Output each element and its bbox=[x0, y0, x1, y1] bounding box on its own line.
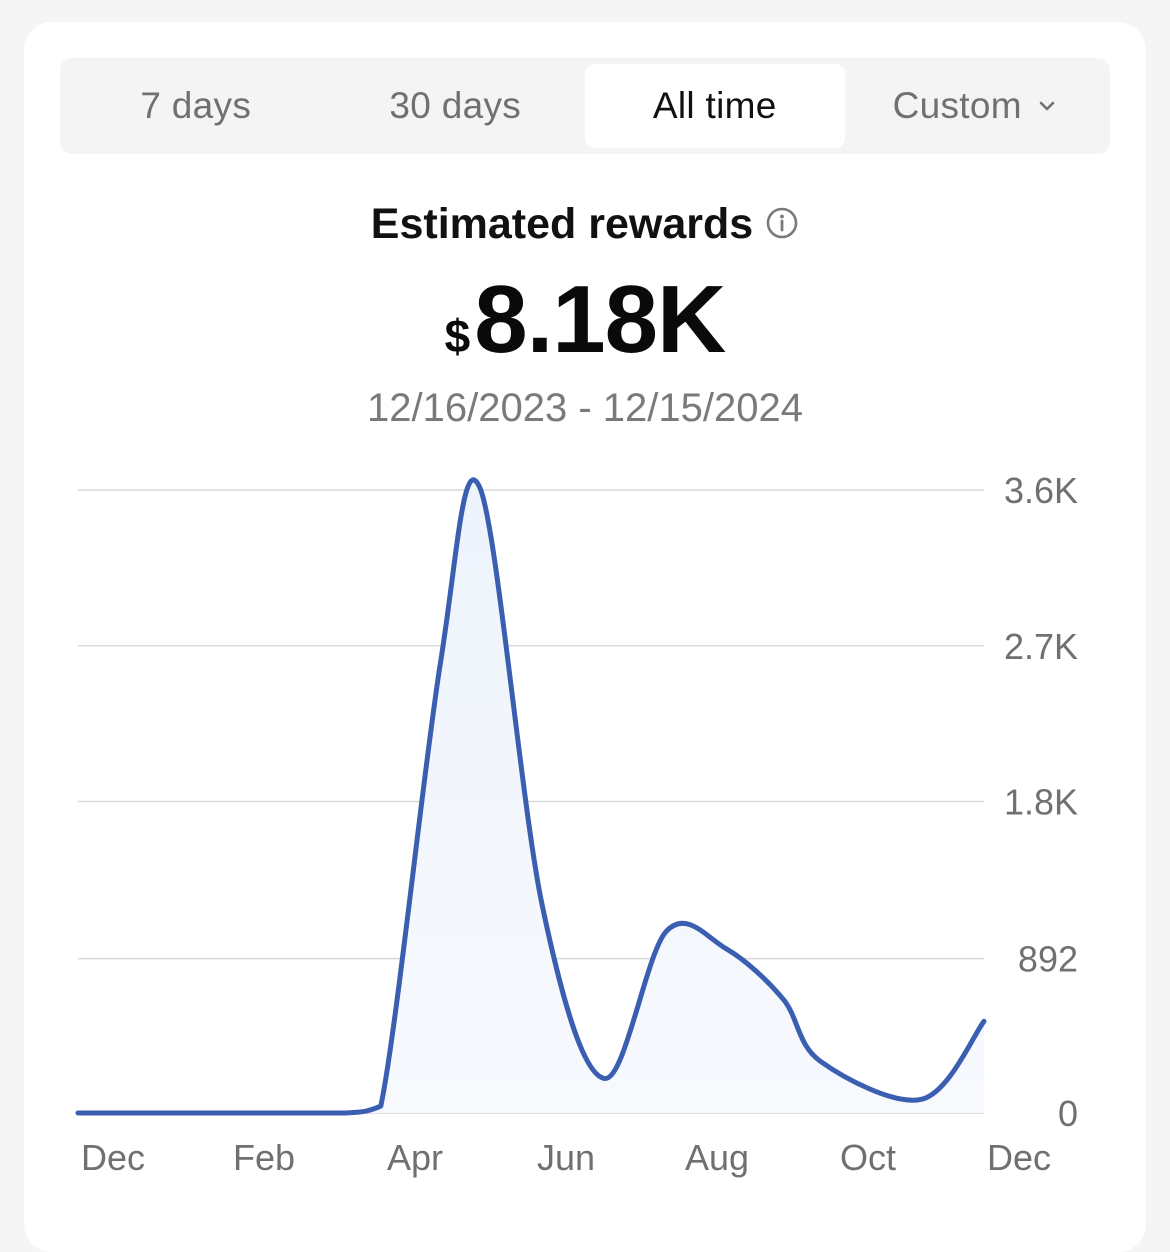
x-tick-label: Apr bbox=[387, 1137, 443, 1178]
x-tick-label: Jun bbox=[537, 1137, 595, 1178]
tab-custom[interactable]: Custom bbox=[845, 64, 1105, 148]
x-tick-label: Oct bbox=[840, 1137, 896, 1178]
date-range: 12/16/2023 - 12/15/2024 bbox=[367, 386, 803, 430]
y-tick-label: 3.6K bbox=[1004, 470, 1078, 511]
chevron-down-icon bbox=[1039, 101, 1055, 111]
x-tick-label: Feb bbox=[233, 1137, 295, 1178]
area-fill bbox=[78, 479, 984, 1113]
chart-area-layer bbox=[75, 477, 987, 1116]
x-tick-label: Dec bbox=[81, 1137, 145, 1178]
series-line bbox=[75, 477, 987, 1116]
y-tick-label: 0 bbox=[1058, 1093, 1078, 1134]
amount-value: 8.18K bbox=[474, 266, 726, 373]
info-icon[interactable] bbox=[765, 206, 799, 240]
summary-title: Estimated rewards bbox=[24, 200, 1146, 249]
y-axis-tick-labels: 0 892 1.8K 2.7K 3.6K bbox=[1004, 470, 1078, 1134]
y-tick-label: 2.7K bbox=[1004, 626, 1078, 667]
tab-all-time[interactable]: All time bbox=[585, 64, 845, 148]
tab-7-days[interactable]: 7 days bbox=[140, 85, 252, 126]
x-axis-tick-labels: Dec Feb Apr Jun Aug Oct Dec bbox=[81, 1137, 1051, 1178]
y-tick-label: 1.8K bbox=[1004, 782, 1078, 823]
tab-30-days[interactable]: 30 days bbox=[389, 85, 522, 126]
time-range-tabs: 7 days 30 days All time Custom bbox=[60, 58, 1110, 154]
currency-symbol: $ bbox=[444, 310, 471, 362]
x-tick-label: Dec bbox=[987, 1137, 1051, 1178]
rewards-card: 7 days 30 days All time Custom Estimated… bbox=[24, 22, 1146, 1252]
y-tick-label: 892 bbox=[1018, 939, 1078, 980]
summary-title-label: Estimated rewards bbox=[370, 200, 754, 248]
x-tick-label: Aug bbox=[685, 1137, 749, 1178]
total-amount: $8.18K bbox=[24, 272, 1146, 368]
rewards-area-chart: 0 892 1.8K 2.7K 3.6K Dec Feb Apr Jun Aug Oct Dec bbox=[75, 470, 1078, 1178]
